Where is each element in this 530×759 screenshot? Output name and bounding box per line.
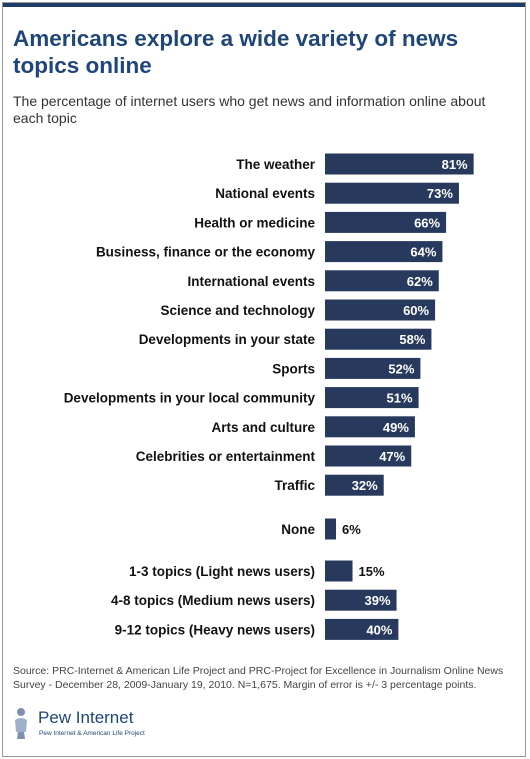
category-label: National events <box>215 186 315 201</box>
bar <box>325 560 353 582</box>
bar <box>325 270 439 292</box>
source-line-1: Source: PRC-Internet & American Life Pro… <box>13 665 504 677</box>
bar <box>325 416 415 438</box>
category-label: None <box>281 522 315 537</box>
bar <box>325 618 399 640</box>
bar <box>325 518 337 540</box>
source-line-2: Survey - December 28, 2009-January 19, 2… <box>13 679 477 691</box>
category-label: 1-3 topics (Light news users) <box>129 564 315 579</box>
value-label: 66% <box>414 215 440 230</box>
value-label: 40% <box>366 622 392 637</box>
value-label: 6% <box>342 522 361 537</box>
category-label: Health or medicine <box>194 215 315 230</box>
bar <box>325 182 459 204</box>
pew-internet-logo: Pew Internet Pew Internet & American Lif… <box>12 706 172 742</box>
bar <box>325 241 443 263</box>
value-label: 60% <box>403 303 429 318</box>
value-label: 58% <box>399 332 425 347</box>
chart-title: Americans explore a wide variety of news… <box>13 26 459 78</box>
value-label: 49% <box>383 420 409 435</box>
value-label: 81% <box>442 157 468 172</box>
value-label: 15% <box>359 564 385 579</box>
value-label: 73% <box>427 186 453 201</box>
value-label: 64% <box>410 245 436 260</box>
value-label: 52% <box>388 361 414 376</box>
bar <box>325 357 421 379</box>
category-label: Sports <box>272 361 315 376</box>
value-label: 62% <box>407 274 433 289</box>
category-label: Developments in your local community <box>64 391 316 406</box>
category-label: Developments in your state <box>139 332 316 347</box>
category-label: International events <box>187 274 315 289</box>
category-label: Science and technology <box>160 303 315 318</box>
bar <box>325 211 447 233</box>
category-label: 4-8 topics (Medium news users) <box>111 593 315 608</box>
logo-name: Pew Internet <box>38 708 134 727</box>
bar <box>325 328 432 350</box>
category-label: Celebrities or entertainment <box>136 449 316 464</box>
category-label: Traffic <box>274 478 315 493</box>
category-label: 9-12 topics (Heavy news users) <box>115 622 315 637</box>
value-label: 32% <box>352 478 378 493</box>
pew-figure-icon <box>15 708 27 739</box>
category-label: Arts and culture <box>211 420 315 435</box>
bar <box>325 299 436 321</box>
bar <box>325 387 419 409</box>
value-label: 47% <box>379 449 405 464</box>
value-label: 51% <box>387 391 413 406</box>
bar <box>325 153 474 175</box>
value-label: 39% <box>365 593 391 608</box>
chart-subtitle: The percentage of internet users who get… <box>13 93 486 126</box>
bar <box>325 589 397 611</box>
bar <box>325 445 412 467</box>
source-note: Source: PRC-Internet & American Life Pro… <box>13 664 518 692</box>
top-rule <box>3 3 525 7</box>
bar-chart: The weather 81% National events 73% Health o… <box>64 153 474 640</box>
bar <box>325 474 384 496</box>
logo-tagline: Pew Internet & American Life Project <box>39 730 145 737</box>
category-label: Business, finance or the economy <box>96 245 316 260</box>
category-label: The weather <box>236 157 316 172</box>
